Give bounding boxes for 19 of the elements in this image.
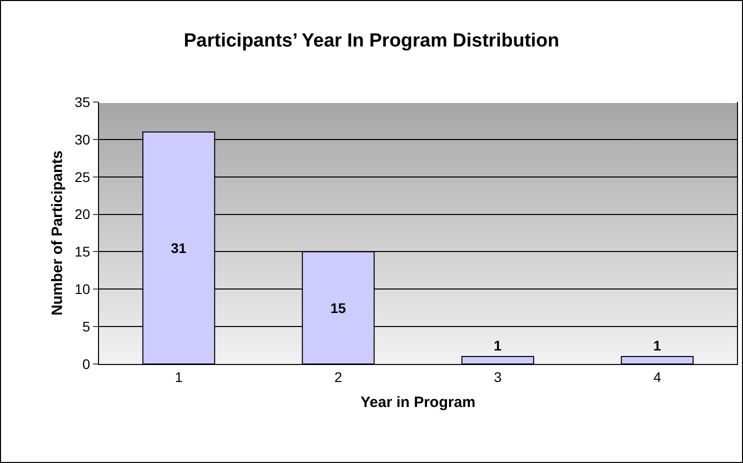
data-label: 1 bbox=[653, 338, 662, 354]
y-axis-title: Number of Participants bbox=[48, 150, 66, 316]
x-tick-label: 1 bbox=[174, 368, 183, 385]
y-tick-label: 0 bbox=[82, 356, 90, 372]
y-tick-label: 35 bbox=[74, 94, 90, 110]
x-tick-label: 2 bbox=[334, 368, 342, 385]
x-axis-title: Year in Program bbox=[360, 394, 476, 411]
x-tick-label: 4 bbox=[653, 368, 662, 385]
chart-title: Participants’ Year In Program Distribution bbox=[184, 30, 560, 52]
y-tick-label: 20 bbox=[74, 206, 90, 222]
x-tick-label: 3 bbox=[494, 368, 502, 385]
y-tick-label: 5 bbox=[82, 318, 90, 334]
data-label: 15 bbox=[330, 300, 346, 316]
y-tick-label: 25 bbox=[74, 168, 90, 185]
y-tick-label: 15 bbox=[74, 244, 90, 260]
data-label: 1 bbox=[494, 338, 502, 354]
data-label: 31 bbox=[170, 240, 187, 256]
y-tick-label: 30 bbox=[74, 131, 90, 148]
y-tick-label: 10 bbox=[74, 281, 90, 298]
